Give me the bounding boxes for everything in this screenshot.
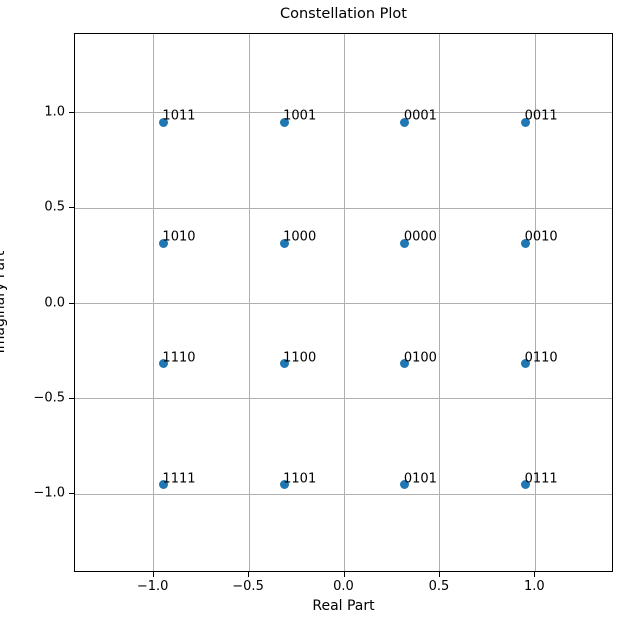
scatter-point [521,117,531,127]
x-axis-label: Real Part [312,598,375,614]
point-label: 1011 [162,109,196,125]
x-gridline [344,34,345,571]
scatter-point [521,359,531,369]
y-tick [69,397,74,399]
scatter-point [279,117,289,127]
point-label: 0011 [524,109,558,125]
scatter-point [521,480,531,490]
point-label: 0010 [524,229,558,245]
y-tick-label: −1.0 [33,485,65,501]
point-label: 0111 [524,471,558,487]
point-label: 1110 [162,350,196,366]
y-tick [69,302,74,304]
point-label: 1100 [283,350,317,366]
y-tick-label: 1.0 [44,104,65,120]
y-tick-label: −0.5 [33,390,65,406]
point-label: 0000 [403,229,437,245]
scatter-point [158,359,168,369]
point-label: 1001 [283,109,317,125]
scatter-point [400,117,410,127]
point-label: 0100 [403,350,437,366]
x-gridline [153,34,155,571]
x-tick [248,572,250,577]
point-label: 1000 [283,229,317,245]
x-gridline [534,34,536,571]
x-tick-label: −0.5 [232,579,264,594]
scatter-point [158,480,168,490]
scatter-point [400,480,410,490]
scatter-point [279,480,289,490]
y-tick [69,111,74,113]
scatter-point [279,359,289,369]
point-label: 1010 [162,229,196,245]
x-tick-label: 0.5 [428,579,450,594]
y-axis-label: Imaginary Part [0,250,8,354]
x-tick-label: 1.0 [524,579,545,594]
x-tick [438,572,440,577]
point-label: 1111 [162,471,196,487]
x-tick [152,572,154,577]
point-label: 0001 [403,109,437,125]
scatter-point [158,238,168,248]
point-label: 0101 [403,471,437,487]
x-tick [343,572,345,577]
plot-area: 1011 1001 0001 0011 1010 1000 0000 0010 1110 1100… [74,33,613,572]
x-gridline [248,34,250,571]
scatter-point [400,238,410,248]
x-tick [534,572,536,577]
scatter-point [521,238,531,248]
y-tick [69,493,74,495]
y-tick-label: 0.5 [44,199,65,215]
y-gridline [75,398,612,400]
scatter-point [279,238,289,248]
x-tick-label: −1.0 [136,579,169,594]
y-gridline [75,112,612,114]
y-tick-label: 0.0 [44,295,65,310]
y-gridline [75,303,612,304]
chart-title: Constellation Plot [279,6,407,22]
point-label: 0110 [524,350,558,366]
x-tick-label: 0.0 [333,579,354,594]
x-gridline [439,34,441,571]
y-tick [69,207,74,209]
y-gridline [75,207,612,209]
y-gridline [75,493,612,495]
point-label: 1101 [283,471,317,487]
scatter-point [158,117,168,127]
scatter-point [400,359,410,369]
